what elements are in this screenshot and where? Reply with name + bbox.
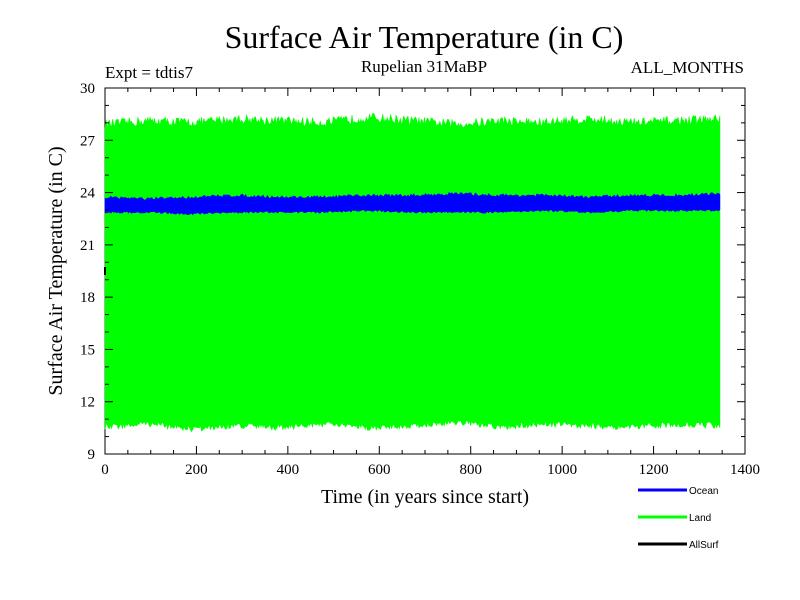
series-layer — [104, 112, 721, 433]
legend: Ocean Land AllSurf — [638, 486, 719, 551]
y-axis-label: Surface Air Temperature (in C) — [45, 146, 67, 395]
x-axis-label: Time (in years since start) — [321, 486, 529, 508]
x-tick-label: 400 — [277, 462, 300, 478]
x-tick-label: 1200 — [639, 462, 669, 478]
legend-ocean-label: Ocean — [689, 486, 718, 497]
x-tick-label: 200 — [185, 462, 208, 478]
legend-land-label: Land — [689, 513, 711, 524]
y-tick-label: 24 — [80, 186, 96, 202]
series-ocean-band — [104, 192, 721, 216]
series-land-band — [104, 112, 721, 433]
chart-title: Surface Air Temperature (in C) — [225, 19, 624, 55]
y-tick-label: 12 — [80, 395, 95, 411]
y-tick-label: 21 — [80, 238, 95, 254]
y-tick-label: 9 — [88, 447, 96, 463]
y-tick-label: 27 — [80, 133, 96, 149]
months-label: ALL_MONTHS — [631, 58, 744, 77]
legend-allsurf-label: AllSurf — [689, 540, 719, 551]
x-tick-label: 1400 — [730, 462, 760, 478]
experiment-label: Expt = tdtis7 — [105, 63, 193, 82]
x-tick-label: 800 — [459, 462, 482, 478]
y-tick-label: 15 — [80, 342, 95, 358]
y-tick-label: 30 — [80, 81, 95, 97]
x-tick-label: 0 — [101, 462, 109, 478]
chart-subtitle: Rupelian 31MaBP — [361, 57, 487, 76]
x-tick-label: 1000 — [547, 462, 577, 478]
axis-layer: 0 200 400 600 800 1000 1200 1400 9 12 15 18 21 24 27 30 — [80, 81, 760, 478]
x-tick-label: 600 — [368, 462, 391, 478]
y-tick-label: 18 — [80, 290, 95, 306]
